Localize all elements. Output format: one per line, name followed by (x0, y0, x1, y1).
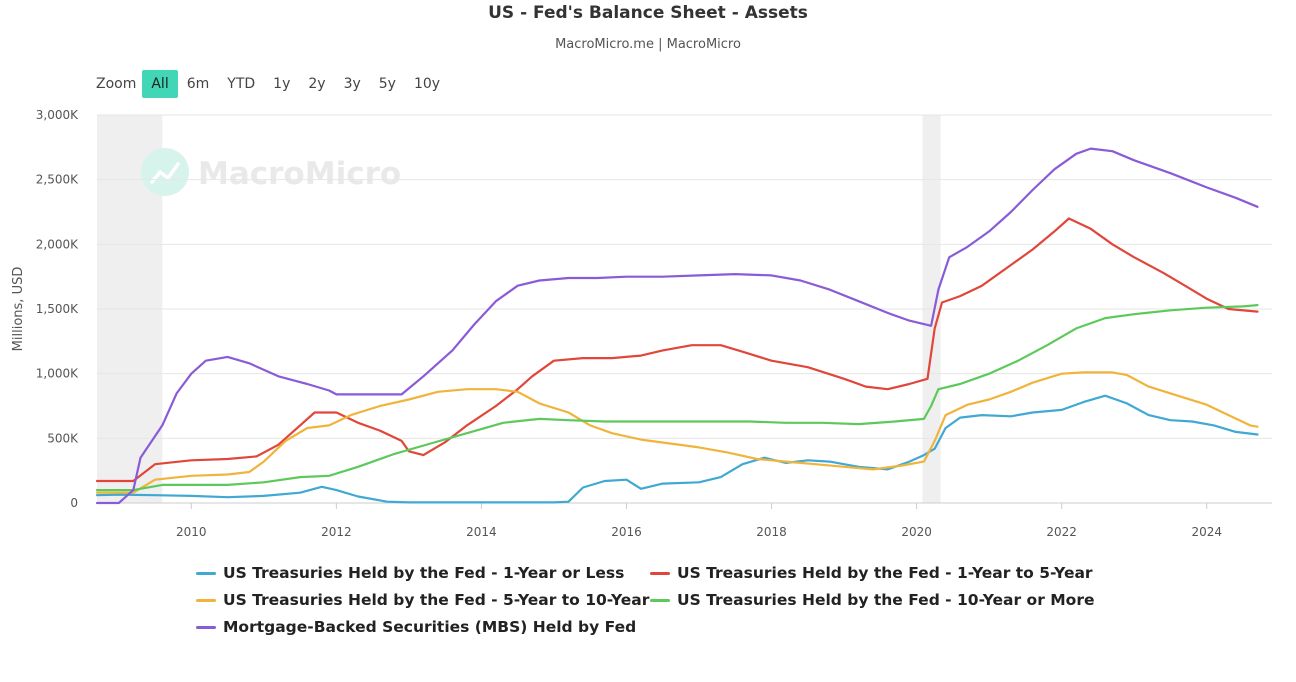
x-tick-label: 2022 (1046, 525, 1077, 539)
legend-item-3[interactable]: US Treasuries Held by the Fed - 5-Year t… (196, 591, 649, 609)
legend-swatch (196, 625, 216, 629)
legend-item-5[interactable]: Mortgage-Backed Securities (MBS) Held by… (196, 618, 636, 636)
zoom-5y-button[interactable]: 5y (378, 76, 396, 92)
legend-swatch (650, 571, 670, 575)
zoom-6m-button[interactable]: 6m (186, 76, 210, 92)
watermark: MacroMicro (141, 148, 401, 196)
legend-label: US Treasuries Held by the Fed - 1-Year o… (223, 564, 625, 582)
zoom-all-button[interactable]: All (142, 70, 178, 98)
y-tick-label: 0 (70, 496, 78, 510)
legend-label: US Treasuries Held by the Fed - 5-Year t… (223, 591, 650, 609)
zoom-2y-button[interactable]: 2y (308, 76, 326, 92)
x-tick-label: 2018 (756, 525, 787, 539)
chart-area: MacroMicro 0 500K 1,000K 1,500K 2,000K 2,500K… (11, 108, 1272, 539)
series-line-3[interactable] (95, 371, 1259, 494)
y-tick-label: 1,000K (36, 367, 79, 381)
zoom-10y-button[interactable]: 10y (413, 76, 441, 92)
zoom-label: Zoom (96, 76, 137, 92)
legend-item-4[interactable]: US Treasuries Held by the Fed - 10-Year … (650, 591, 1094, 609)
zoom-3y-button[interactable]: 3y (343, 76, 361, 92)
y-tick-label: 1,500K (36, 302, 79, 316)
series-line-4[interactable] (95, 304, 1259, 492)
legend-item-1[interactable]: US Treasuries Held by the Fed - 1-Year o… (196, 564, 624, 582)
zoom-1y-button[interactable]: 1y (273, 76, 291, 92)
y-tick-label: 2,500K (36, 173, 79, 187)
x-tick-label: 2014 (466, 525, 497, 539)
zoom-ytd-button[interactable]: YTD (227, 76, 256, 92)
series-line-1[interactable] (95, 394, 1259, 504)
legend-label: Mortgage-Backed Securities (MBS) Held by… (223, 618, 637, 636)
legend-swatch (650, 598, 670, 602)
chart-title: US - Fed's Balance Sheet - Assets (488, 3, 808, 23)
legend-label: US Treasuries Held by the Fed - 10-Year … (677, 591, 1095, 609)
zoom-selector: Zoom All 6m YTD 1y 2y 3y 5y 10y (96, 70, 449, 98)
y-tick-label: 2,000K (36, 237, 79, 251)
x-tick-label: 2012 (321, 525, 352, 539)
y-axis-label: Millions, USD (11, 267, 26, 352)
x-tick-label: 2020 (901, 525, 932, 539)
y-tick-label: 3,000K (36, 108, 79, 122)
series-line-5[interactable] (95, 147, 1259, 505)
legend-label: US Treasuries Held by the Fed - 1-Year t… (677, 564, 1093, 582)
x-tick-label: 2016 (611, 525, 642, 539)
watermark-text: MacroMicro (198, 156, 401, 192)
chart-subtitle: MacroMicro.me | MacroMicro (555, 37, 741, 52)
legend-swatch (196, 598, 216, 602)
legend-item-2[interactable]: US Treasuries Held by the Fed - 1-Year t… (650, 564, 1093, 582)
y-tick-label: 500K (47, 431, 79, 445)
x-tick-label: 2024 (1191, 525, 1222, 539)
x-tick-label: 2010 (176, 525, 207, 539)
series-line-2[interactable] (95, 217, 1259, 483)
legend-swatch (196, 571, 216, 575)
